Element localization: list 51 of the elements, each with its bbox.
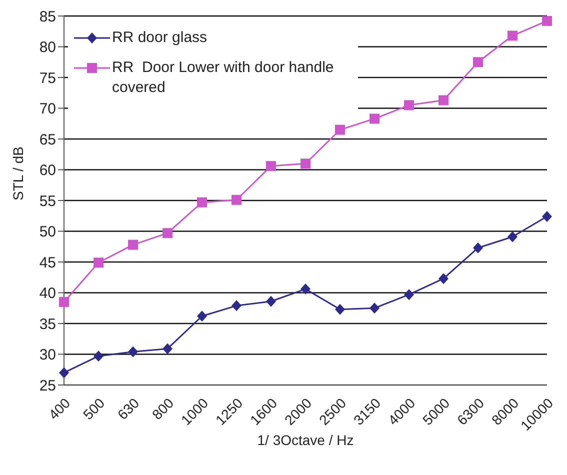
- y-tick-label: 30: [39, 346, 56, 364]
- point: [404, 100, 414, 110]
- y-tick-label: 75: [39, 70, 56, 87]
- point: [473, 57, 483, 68]
- point: [473, 242, 483, 254]
- x-tick-label: 500: [80, 394, 108, 423]
- point: [438, 273, 448, 284]
- y-tick-label: 70: [39, 100, 56, 118]
- point: [438, 95, 448, 106]
- y-tick-label: 55: [39, 192, 56, 210]
- point: [335, 304, 345, 315]
- y-tick-label: 80: [39, 39, 56, 56]
- point: [266, 161, 276, 172]
- x-tick-label: 630: [114, 394, 142, 423]
- y-tick-label: 85: [39, 8, 56, 26]
- point: [197, 310, 207, 322]
- point: [542, 210, 552, 222]
- x-axis-title: 1/ 3Octave / Hz: [257, 432, 354, 448]
- legend-label: RR Door Lower with door handle covered: [112, 58, 335, 98]
- x-tick-label: 800: [148, 394, 177, 423]
- point: [162, 343, 172, 354]
- y-tick-label: 50: [39, 224, 56, 241]
- y-axis-title: STL / dB: [10, 146, 26, 200]
- point: [94, 258, 104, 268]
- point: [197, 197, 207, 208]
- point: [94, 350, 104, 362]
- y-tick-label: 45: [39, 254, 56, 272]
- point: [128, 240, 138, 250]
- point: [162, 228, 172, 238]
- point: [542, 16, 552, 26]
- point: [508, 231, 518, 242]
- point: [370, 114, 380, 124]
- y-tick-label: 35: [39, 316, 56, 333]
- point: [404, 289, 414, 300]
- point: [370, 302, 380, 314]
- point: [232, 194, 242, 205]
- y-tick-label: 65: [39, 131, 56, 148]
- y-tick-label: 25: [39, 377, 56, 394]
- point: [232, 300, 242, 312]
- point: [59, 296, 69, 307]
- point: [300, 284, 310, 295]
- point: [335, 124, 345, 135]
- point: [59, 367, 69, 378]
- y-tick-label: 40: [39, 285, 56, 302]
- point: [508, 30, 518, 41]
- point: [128, 346, 138, 358]
- legend-label: RR door glass: [112, 28, 208, 48]
- x-tick-label: 400: [45, 394, 74, 423]
- y-tick-label: 60: [39, 162, 56, 180]
- point: [266, 296, 276, 307]
- point: [300, 158, 310, 169]
